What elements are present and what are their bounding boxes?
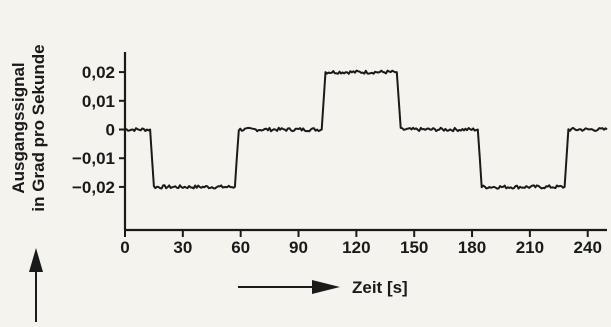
x-arrow-head	[312, 280, 340, 294]
y-axis-title-line: in Grad pro Sekunde	[29, 44, 48, 211]
x-tick-label: 120	[342, 238, 370, 257]
y-axis-title-line: Ausgangssignal	[9, 62, 28, 193]
x-tick-label: 210	[516, 238, 544, 257]
x-tick-label: 180	[458, 238, 486, 257]
arrows	[29, 248, 340, 322]
x-tick-label: 240	[574, 238, 602, 257]
x-tick-label: 30	[173, 238, 192, 257]
ticks	[119, 71, 589, 237]
x-tick-label: 150	[400, 238, 428, 257]
y-axis-title: Ausgangssignal in Grad pro Sekunde	[9, 44, 48, 211]
y-tick-label: 0,01	[82, 92, 115, 111]
y-tick-label: 0,02	[82, 63, 115, 82]
axes	[123, 52, 607, 232]
x-axis-title: Zeit [s]	[352, 278, 408, 297]
x-axis-title-group: Zeit [s]	[352, 278, 408, 297]
y-arrow-head	[29, 248, 43, 272]
x-tick-label: 0	[120, 238, 129, 257]
x-tick-label: 90	[289, 238, 308, 257]
y-tick-label: 0	[106, 121, 115, 140]
series-group	[124, 69, 608, 190]
tick-labels: 0,02 0,01 0 −0,01 −0,02 0 30 60 90 120 150 180 210 24…	[72, 63, 602, 257]
y-tick-label: −0,02	[72, 178, 115, 197]
x-tick-label: 60	[231, 238, 250, 257]
y-tick-label: −0,01	[72, 149, 115, 168]
series-line	[124, 69, 608, 190]
